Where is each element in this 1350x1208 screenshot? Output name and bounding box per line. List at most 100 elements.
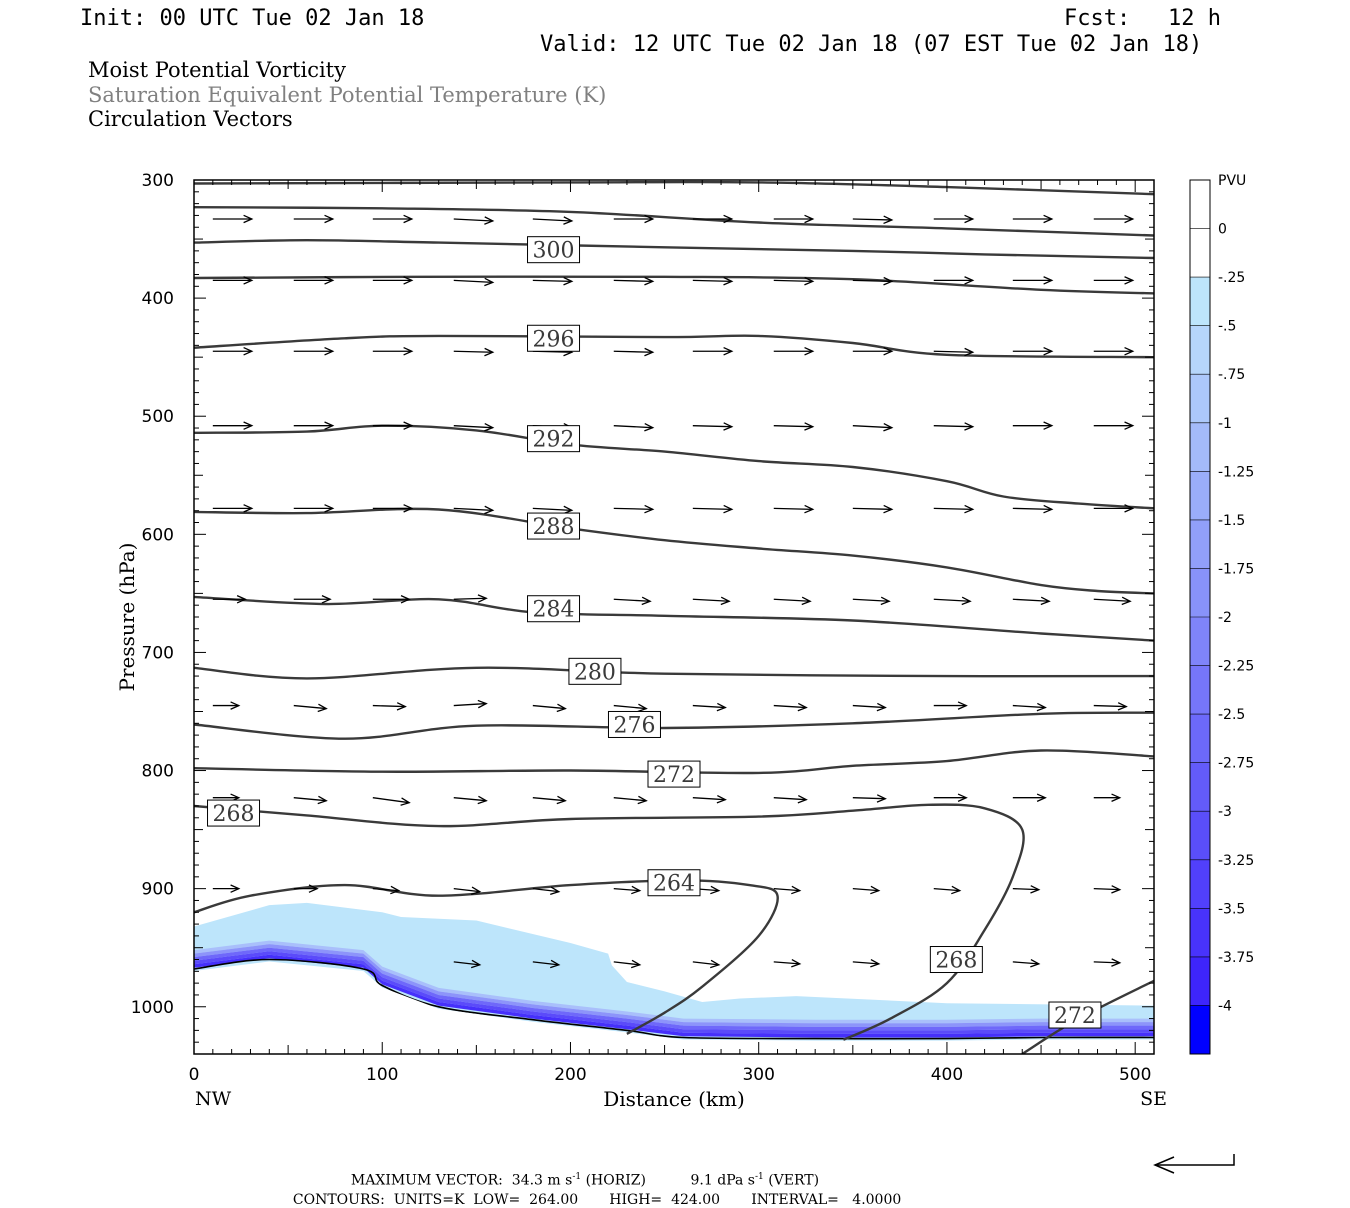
contour-label-box	[647, 760, 701, 788]
x-tick-label: 100	[366, 1065, 398, 1085]
vector-shaft	[933, 350, 973, 353]
contour-label-text: 284	[533, 598, 575, 623]
vector-shaft	[1093, 961, 1120, 964]
vector-head	[400, 797, 411, 806]
vector-shaft	[852, 888, 879, 892]
wind-vector	[613, 795, 648, 805]
vector-head	[1043, 214, 1054, 224]
wind-vector	[773, 959, 802, 968]
vector-head	[563, 505, 574, 515]
wind-vector	[852, 504, 894, 514]
vector-head	[957, 793, 968, 802]
vector-shaft	[1093, 704, 1127, 708]
colorbar-swatch	[1190, 859, 1210, 909]
vector-head	[720, 596, 731, 606]
vector-head	[883, 215, 894, 225]
vector-head	[403, 214, 414, 224]
vector-shaft	[692, 425, 732, 428]
vector-shaft	[453, 218, 493, 222]
vector-head	[791, 885, 802, 895]
max-horiz-value: 34.3 m s	[511, 1172, 573, 1189]
vector-head	[883, 276, 894, 286]
contour-label: 264	[647, 869, 701, 897]
vector-head	[964, 347, 975, 357]
vector-shaft	[372, 888, 399, 892]
below-ground	[194, 961, 1154, 1054]
vector-shaft	[773, 507, 813, 510]
vector-head	[957, 701, 968, 710]
wind-vector	[1093, 346, 1135, 356]
vector-head	[550, 886, 561, 895]
contour-label-text: 296	[533, 327, 575, 352]
vector-shaft	[532, 888, 559, 893]
init-time: Init: 00 UTC Tue 02 Jan 18	[80, 6, 425, 31]
contour-high: 424.00	[671, 1192, 721, 1208]
vector-head	[484, 347, 495, 357]
vector-shaft	[613, 279, 653, 283]
theta-contour	[194, 275, 1154, 295]
wind-vector	[933, 276, 975, 285]
theta-contour	[194, 666, 1154, 680]
contour-label: 276	[607, 710, 661, 738]
max-vert-tag: (VERT)	[768, 1172, 820, 1189]
vector-shaft	[933, 507, 973, 510]
title-mpv: Moist Potential Vorticity	[88, 58, 346, 82]
vector-shaft	[453, 597, 487, 600]
colorbar-swatch	[1190, 617, 1210, 667]
colorbar-swatch	[1190, 762, 1210, 812]
wind-vector	[372, 504, 414, 513]
vector-shaft	[453, 961, 480, 966]
vector-head	[870, 959, 881, 968]
forecast-hour: 12 h	[1168, 6, 1221, 31]
contours-label: CONTOURS:	[292, 1192, 385, 1208]
y-tick-label: 300	[142, 171, 174, 191]
wind-vector	[773, 346, 815, 356]
vector-head	[883, 504, 894, 514]
wind-vector	[1012, 596, 1051, 606]
wind-vector	[613, 504, 655, 514]
contour-layer	[194, 180, 1154, 1054]
colorbar-swatch	[1190, 519, 1210, 569]
vector-shaft	[453, 279, 493, 284]
wind-vector	[1093, 421, 1135, 430]
wind-vector	[453, 277, 495, 287]
wind-vector	[453, 795, 488, 805]
wind-vector	[453, 594, 488, 603]
wind-vector	[372, 595, 411, 604]
vector-shaft	[852, 598, 890, 602]
wind-vector	[212, 214, 254, 224]
contour-label-box	[527, 236, 581, 264]
vector-head	[876, 794, 887, 803]
vector-shaft	[613, 425, 653, 429]
wind-vector	[293, 421, 335, 430]
vector-head	[723, 504, 734, 514]
wind-vector	[532, 703, 567, 713]
colorbar-label: -2.5	[1218, 707, 1245, 723]
vector-shaft	[1093, 598, 1131, 602]
wind-vector	[453, 505, 495, 515]
vector-head	[804, 276, 815, 286]
vector-shaft	[613, 704, 647, 710]
y-tick-label: 600	[142, 525, 174, 545]
wind-vector	[1012, 504, 1054, 514]
colorbar-label: -4	[1218, 998, 1232, 1014]
vector-shaft	[532, 507, 572, 511]
colorbar-label: -.75	[1218, 367, 1245, 383]
wind-vector	[293, 703, 328, 713]
vector-shaft	[293, 704, 327, 710]
vector-shaft	[933, 888, 960, 892]
wind-vector	[372, 214, 414, 224]
vector-head	[484, 216, 495, 225]
contour-label-box	[527, 324, 581, 352]
theta-contour	[194, 711, 1154, 740]
vector-head	[791, 959, 802, 968]
vector-head	[723, 276, 734, 286]
vector-head	[477, 594, 488, 603]
wind-vector	[613, 959, 642, 969]
contour-label-text: 300	[533, 239, 575, 264]
wind-vector	[692, 422, 734, 431]
vector-head	[317, 703, 328, 713]
contour-interval-label: INTERVAL=	[751, 1192, 839, 1208]
wind-vector	[852, 959, 881, 968]
wind-vector	[852, 215, 894, 225]
